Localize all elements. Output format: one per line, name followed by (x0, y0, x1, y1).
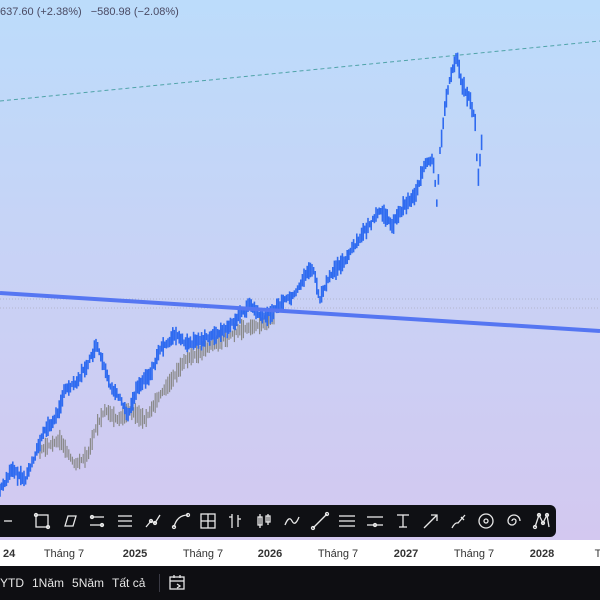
path-icon-button[interactable] (141, 508, 166, 534)
parallelogram-icon (64, 515, 78, 527)
time-axis-tick: Tháng 7 (453, 548, 495, 560)
candles-icon-button[interactable] (252, 508, 277, 534)
circle-target-icon (478, 513, 495, 529)
range-button-0[interactable]: YTD (0, 576, 24, 590)
time-axis-tick: 2027 (393, 548, 419, 560)
grid-icon (200, 513, 217, 529)
horizontal-lines-icon-button[interactable] (335, 508, 360, 534)
range-button-2[interactable]: 5Năm (72, 576, 105, 590)
ray-icon-button[interactable] (363, 508, 388, 534)
brush-icon-button[interactable] (446, 508, 471, 534)
arrow-icon (423, 514, 438, 529)
rectangle-icon-button[interactable] (29, 508, 54, 534)
time-axis-tick: Tháng 7 (43, 548, 85, 560)
candles-icon (257, 514, 271, 528)
curve-icon-button[interactable] (168, 508, 193, 534)
vertical-line-icon (397, 514, 410, 528)
line-icon-button[interactable] (2, 508, 27, 534)
blue-price-bars (0, 52, 483, 497)
projection-icon-button[interactable] (280, 508, 305, 534)
price-chart[interactable] (0, 0, 600, 540)
vertical-line-icon-button[interactable] (391, 508, 416, 534)
circle-target-icon-button[interactable] (474, 508, 499, 534)
parallelogram-icon-button[interactable] (57, 508, 82, 534)
spiral-icon-button[interactable] (502, 508, 527, 534)
calendar-range-icon[interactable] (168, 574, 186, 592)
range-button-3[interactable]: Tất cả (112, 576, 146, 590)
xabcd-pattern-icon-button[interactable] (530, 508, 555, 534)
change-value-2: −580.98 (−2.08%) (90, 6, 179, 18)
xabcd-pattern-icon (532, 512, 550, 530)
time-axis-tick: Tháng 7 (317, 548, 359, 560)
range-button-1[interactable]: 1Năm (32, 576, 65, 590)
time-axis-tick: 2028 (529, 548, 555, 560)
ohlc-header: 637.60 (+2.38%) −580.98 (−2.08%) (0, 6, 185, 18)
projection-icon (284, 516, 300, 526)
curve-icon (171, 512, 190, 530)
horizontal-lines-icon (339, 515, 356, 527)
time-axis-tick: 2026 (257, 548, 283, 560)
support-trend-line[interactable] (0, 291, 600, 333)
rectangle-icon (33, 512, 50, 530)
channel-icon-button[interactable] (85, 508, 110, 534)
separator (159, 574, 161, 592)
trend-line-icon-button[interactable] (307, 508, 332, 534)
spiral-icon (507, 514, 521, 526)
change-value: 637.60 (+2.38%) (0, 6, 82, 18)
path-icon (145, 514, 161, 528)
channel-icon (90, 514, 105, 528)
ray-icon (367, 516, 384, 528)
gray-price-bars (39, 312, 275, 471)
chart-area[interactable]: 637.60 (+2.38%) −580.98 (−2.08%) (0, 0, 600, 540)
grid-icon-button[interactable] (196, 508, 221, 534)
drawing-toolbar (0, 505, 556, 537)
time-axis-tick: 24 (3, 548, 16, 560)
brush-icon (451, 514, 466, 529)
line-icon (3, 520, 12, 522)
time-axis[interactable]: 24 Tháng 7 2025 Tháng 7 2026 Tháng 7 2027 Tháng… (0, 540, 600, 566)
trend-line-icon (310, 511, 329, 531)
fib-channel-icon-button[interactable] (113, 508, 138, 534)
arrow-icon-button[interactable] (419, 508, 444, 534)
bar-pattern-icon (229, 514, 242, 528)
time-axis-tick: Tháng 7 (182, 548, 224, 560)
time-axis-tick: 2025 (122, 548, 148, 560)
dashed-trend-line[interactable] (0, 40, 600, 102)
time-axis-tick: T (594, 548, 600, 560)
bottom-range-bar: YTD 1Năm 5Năm Tất cả (0, 566, 600, 600)
bar-pattern-icon-button[interactable] (224, 508, 249, 534)
fib-channel-icon (118, 515, 133, 527)
